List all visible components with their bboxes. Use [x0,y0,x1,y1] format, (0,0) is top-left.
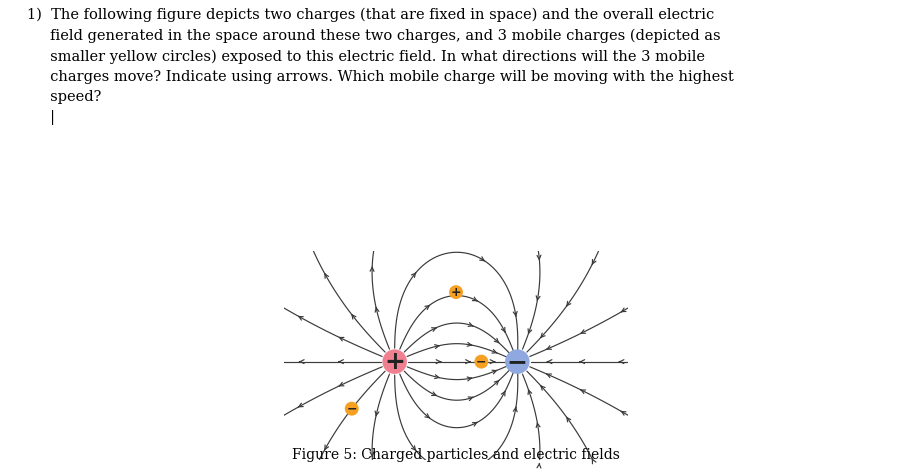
Text: 1)  The following figure depicts two charges (that are fixed in space) and the o: 1) The following figure depicts two char… [27,8,733,125]
Text: −: − [507,350,527,374]
Circle shape [474,355,487,369]
Text: −: − [476,355,486,368]
Text: −: − [346,402,356,415]
Text: +: + [450,286,461,299]
Circle shape [448,285,463,299]
Circle shape [344,401,358,416]
Text: +: + [384,350,404,374]
Circle shape [382,349,406,374]
Text: Figure 5: Charged particles and electric fields: Figure 5: Charged particles and electric… [292,448,619,462]
Circle shape [505,349,529,374]
